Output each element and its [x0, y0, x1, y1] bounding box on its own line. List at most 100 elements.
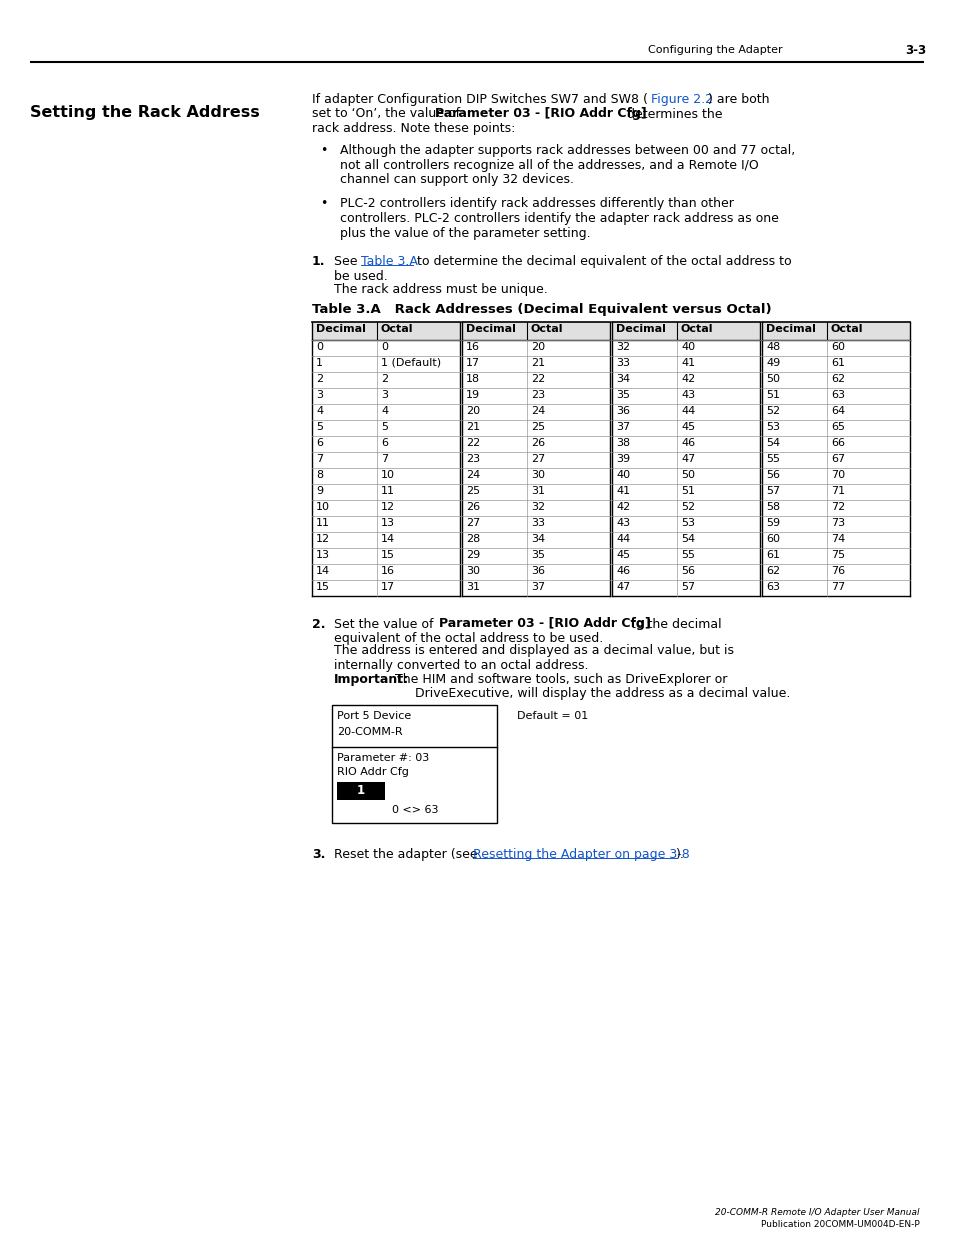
Text: 72: 72	[830, 501, 844, 511]
Text: 50: 50	[765, 373, 780, 384]
Text: Port 5 Device: Port 5 Device	[336, 711, 411, 721]
Text: 24: 24	[465, 469, 479, 479]
Text: 41: 41	[680, 357, 695, 368]
Text: 70: 70	[830, 469, 844, 479]
Text: 53: 53	[680, 517, 695, 527]
Text: 9: 9	[315, 485, 323, 495]
Text: 20: 20	[531, 342, 544, 352]
Text: PLC-2 controllers identify rack addresses differently than other: PLC-2 controllers identify rack addresse…	[339, 198, 733, 210]
Text: not all controllers recognize all of the addresses, and a Remote I/O: not all controllers recognize all of the…	[339, 158, 758, 172]
Text: 34: 34	[531, 534, 544, 543]
Text: 48: 48	[765, 342, 780, 352]
Text: 36: 36	[531, 566, 544, 576]
Text: Important:: Important:	[334, 673, 409, 685]
Text: 66: 66	[830, 437, 844, 447]
Text: 45: 45	[680, 421, 695, 431]
Text: 32: 32	[531, 501, 544, 511]
Text: Decimal: Decimal	[765, 325, 815, 335]
Text: 30: 30	[465, 566, 479, 576]
Text: 11: 11	[380, 485, 395, 495]
Text: Parameter #: 03: Parameter #: 03	[336, 753, 429, 763]
Text: 20-COMM-R Remote I/O Adapter User Manual: 20-COMM-R Remote I/O Adapter User Manual	[715, 1208, 919, 1216]
Text: 61: 61	[765, 550, 780, 559]
Text: 2: 2	[380, 373, 388, 384]
Text: 13: 13	[380, 517, 395, 527]
Text: 46: 46	[616, 566, 630, 576]
Text: 5: 5	[315, 421, 323, 431]
Text: 47: 47	[680, 453, 695, 463]
Text: 76: 76	[830, 566, 844, 576]
Text: to determine the decimal equivalent of the octal address to: to determine the decimal equivalent of t…	[413, 254, 791, 268]
Text: 1: 1	[315, 357, 323, 368]
Text: 43: 43	[616, 517, 630, 527]
Text: 39: 39	[616, 453, 630, 463]
Text: Although the adapter supports rack addresses between 00 and 77 octal,: Although the adapter supports rack addre…	[339, 144, 795, 157]
Text: •: •	[319, 198, 327, 210]
Text: 31: 31	[465, 582, 479, 592]
Bar	[612, 321, 760, 340]
Text: 44: 44	[680, 405, 695, 415]
Text: 73: 73	[830, 517, 844, 527]
Text: Octal: Octal	[531, 325, 563, 335]
Text: 46: 46	[680, 437, 695, 447]
Text: 57: 57	[680, 582, 695, 592]
Text: 15: 15	[380, 550, 395, 559]
Text: 42: 42	[680, 373, 695, 384]
Text: 16: 16	[465, 342, 479, 352]
Bar	[336, 782, 385, 800]
Text: 5: 5	[380, 421, 388, 431]
Text: 6: 6	[380, 437, 388, 447]
Text: 61: 61	[830, 357, 844, 368]
Text: 26: 26	[465, 501, 479, 511]
Text: 12: 12	[380, 501, 395, 511]
Text: 25: 25	[465, 485, 479, 495]
Text: 77: 77	[830, 582, 844, 592]
Text: See: See	[334, 254, 361, 268]
Text: 52: 52	[765, 405, 780, 415]
Text: Octal: Octal	[830, 325, 862, 335]
Text: 58: 58	[765, 501, 780, 511]
Text: 27: 27	[531, 453, 545, 463]
Text: Table 3.A   Rack Addresses (Decimal Equivalent versus Octal): Table 3.A Rack Addresses (Decimal Equiva…	[312, 304, 771, 316]
Text: 11: 11	[315, 517, 330, 527]
Text: 34: 34	[616, 373, 630, 384]
Text: 40: 40	[680, 342, 695, 352]
Text: 16: 16	[380, 566, 395, 576]
Text: 1 (Default): 1 (Default)	[380, 357, 440, 368]
Text: 65: 65	[830, 421, 844, 431]
Text: 23: 23	[531, 389, 544, 399]
Text: Decimal: Decimal	[315, 325, 366, 335]
Text: 63: 63	[765, 582, 780, 592]
Text: 37: 37	[616, 421, 630, 431]
Text: 54: 54	[765, 437, 780, 447]
Text: 22: 22	[465, 437, 479, 447]
Text: Setting the Rack Address: Setting the Rack Address	[30, 105, 259, 120]
Text: The HIM and software tools, such as DriveExplorer or: The HIM and software tools, such as Driv…	[395, 673, 726, 685]
Text: 56: 56	[680, 566, 695, 576]
Text: 40: 40	[616, 469, 630, 479]
Text: Decimal: Decimal	[616, 325, 665, 335]
Text: Reset the adapter (see: Reset the adapter (see	[334, 848, 481, 861]
Text: 71: 71	[830, 485, 844, 495]
Text: 15: 15	[315, 582, 330, 592]
Text: 2.: 2.	[312, 618, 325, 631]
Text: 57: 57	[765, 485, 780, 495]
Text: 26: 26	[531, 437, 544, 447]
Text: 14: 14	[380, 534, 395, 543]
Text: 55: 55	[680, 550, 695, 559]
Text: 7: 7	[380, 453, 388, 463]
Text: 56: 56	[765, 469, 780, 479]
Text: 23: 23	[465, 453, 479, 463]
Text: 47: 47	[616, 582, 630, 592]
Text: 17: 17	[380, 582, 395, 592]
Text: The address is entered and displayed as a decimal value, but is: The address is entered and displayed as …	[334, 643, 733, 657]
Text: Table 3.A: Table 3.A	[360, 254, 417, 268]
Text: 3.: 3.	[312, 848, 325, 861]
Bar	[332, 705, 497, 823]
Text: 42: 42	[616, 501, 630, 511]
Text: ).: ).	[676, 848, 684, 861]
Text: 25: 25	[531, 421, 544, 431]
Text: 18: 18	[465, 373, 479, 384]
Text: •: •	[319, 144, 327, 157]
Bar	[461, 321, 609, 340]
